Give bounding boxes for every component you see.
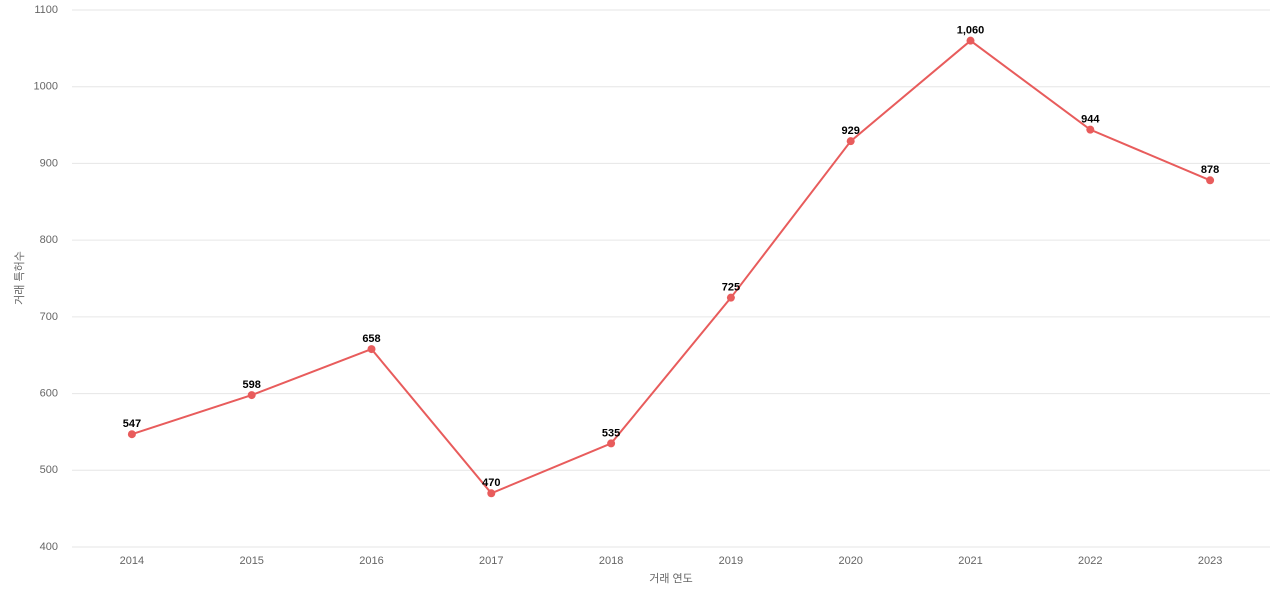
point: [1086, 125, 1095, 134]
point: [1206, 176, 1215, 185]
value-label: 878: [1201, 164, 1219, 176]
value-label: 598: [243, 379, 261, 391]
value-label: 658: [362, 333, 380, 345]
x-tick-label: 2016: [359, 555, 383, 567]
y-tick-label: 1000: [34, 81, 58, 93]
y-tick-label: 1100: [34, 4, 58, 16]
point: [846, 137, 855, 146]
x-tick-label: 2017: [479, 555, 503, 567]
value-label: 535: [602, 427, 620, 439]
y-tick-label: 900: [40, 157, 58, 169]
y-tick-label: 600: [40, 387, 58, 399]
point: [247, 391, 256, 400]
y-tick-label: 800: [40, 234, 58, 246]
point: [127, 430, 136, 439]
x-tick-label: 2020: [838, 555, 862, 567]
line: [131, 39, 1211, 495]
point: [367, 345, 376, 354]
x-tick-label: 2022: [1078, 555, 1102, 567]
value-label: 929: [842, 125, 860, 137]
x-tick-label: 2018: [599, 555, 623, 567]
value-label: 547: [123, 418, 141, 430]
x-tick-label: 2015: [239, 555, 263, 567]
value-label: 1,060: [957, 25, 985, 37]
x-tick-label: 2023: [1198, 555, 1222, 567]
y-tick-label: 700: [40, 311, 58, 323]
y-tick-label: 400: [40, 541, 58, 553]
x-tick-label: 2014: [120, 555, 144, 567]
point: [487, 489, 496, 498]
y-tick-label: 500: [40, 464, 58, 476]
y-axis-label: 거래 특허수: [13, 251, 26, 305]
point: [726, 293, 735, 302]
x-axis-label: 거래 연도: [649, 572, 693, 585]
point: [966, 36, 975, 45]
value-label: 944: [1081, 114, 1100, 126]
x-tick-label: 2021: [958, 555, 982, 567]
x-tick-label: 2019: [719, 555, 743, 567]
value-label: 470: [482, 477, 500, 489]
value-label: 725: [722, 282, 740, 294]
point: [607, 439, 616, 448]
